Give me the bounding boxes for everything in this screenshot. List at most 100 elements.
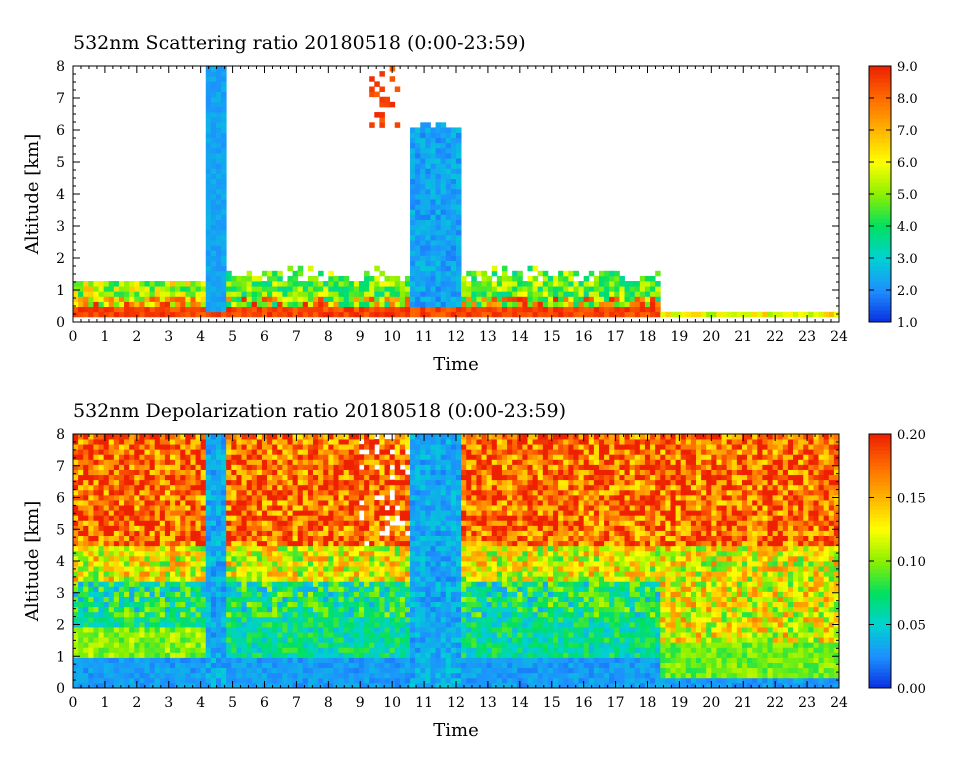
heatmap-cell <box>159 505 166 511</box>
heatmap-cell <box>185 535 191 542</box>
heatmap-cell <box>420 127 426 133</box>
heatmap-cell <box>430 270 436 277</box>
heatmap-cell <box>241 520 248 526</box>
heatmap-cell <box>261 571 268 577</box>
heatmap-cell <box>241 581 248 587</box>
heatmap-cell <box>369 627 375 633</box>
heatmap-cell <box>98 500 105 506</box>
heatmap-cell <box>103 469 110 476</box>
heatmap-cell <box>410 137 416 144</box>
heatmap-cell <box>374 535 380 542</box>
heatmap-cell <box>88 535 94 542</box>
heatmap-cell <box>287 596 293 603</box>
heatmap-cell <box>389 484 396 491</box>
heatmap-cell <box>139 469 145 476</box>
heatmap-cell <box>609 291 615 297</box>
heatmap-cell <box>170 286 176 292</box>
heatmap-cell <box>180 652 186 658</box>
heatmap-cell <box>425 173 431 180</box>
heatmap-cell <box>307 484 314 491</box>
heatmap-cell <box>410 250 416 256</box>
heatmap-cell <box>159 296 166 302</box>
heatmap-cell <box>440 137 447 144</box>
heatmap-cell <box>88 566 94 572</box>
heatmap-cell <box>149 489 156 496</box>
heatmap-cell <box>210 214 217 220</box>
heatmap-cell <box>180 449 186 455</box>
heatmap-cell <box>195 311 202 318</box>
heatmap-cell <box>399 291 406 297</box>
heatmap-cell <box>144 657 150 663</box>
heatmap-cell <box>215 265 222 272</box>
heatmap-cell <box>302 550 309 557</box>
heatmap-cell <box>313 632 319 638</box>
heatmap-cell <box>338 525 345 531</box>
heatmap-cell <box>358 566 365 572</box>
heatmap-cell <box>369 494 375 501</box>
heatmap-cell <box>215 535 222 542</box>
heatmap-cell <box>282 550 288 557</box>
heatmap-cell <box>435 286 442 292</box>
heatmap-cell <box>287 479 293 486</box>
heatmap-cell <box>614 281 620 287</box>
heatmap-cell <box>307 494 314 501</box>
heatmap-cell <box>236 647 242 653</box>
heatmap-cell <box>374 682 380 689</box>
heatmap-cell <box>537 286 544 292</box>
heatmap-cell <box>476 296 482 302</box>
heatmap-cell <box>466 306 472 313</box>
heatmap-cell <box>333 474 339 481</box>
heatmap-cell <box>241 474 248 481</box>
heatmap-cell <box>358 479 365 486</box>
heatmap-cell <box>98 474 105 481</box>
heatmap-cell <box>685 311 692 318</box>
heatmap-cell <box>78 301 84 308</box>
heatmap-cell <box>307 296 314 302</box>
heatmap-cell <box>614 311 620 318</box>
heatmap-cell <box>394 281 401 287</box>
heatmap-cell <box>389 469 396 476</box>
heatmap-cell <box>149 657 156 663</box>
heatmap-cell <box>154 606 161 613</box>
heatmap-cell <box>425 275 431 282</box>
heatmap-cell <box>190 500 196 506</box>
heatmap-cell <box>103 489 110 496</box>
heatmap-cell <box>297 545 304 552</box>
heatmap-cell <box>170 464 176 470</box>
heatmap-cell <box>83 627 89 633</box>
heatmap-cell <box>297 550 304 557</box>
heatmap-cell <box>445 260 452 267</box>
heatmap-cell <box>124 616 130 623</box>
heatmap-cell <box>292 611 299 618</box>
heatmap-cell <box>256 464 263 470</box>
heatmap-cell <box>558 286 564 292</box>
heatmap-cell <box>277 642 283 648</box>
heatmap-cell <box>190 642 196 648</box>
heatmap-cell <box>83 520 89 526</box>
heatmap-cell <box>236 474 242 481</box>
colorbar-segment <box>869 306 891 311</box>
heatmap-cell <box>328 434 334 440</box>
heatmap-cell <box>205 112 212 118</box>
heatmap-cell <box>343 647 350 653</box>
heatmap-cell <box>389 561 396 567</box>
heatmap-cell <box>461 291 467 297</box>
heatmap-cell <box>83 525 89 531</box>
heatmap-cell <box>323 667 329 674</box>
heatmap-cell <box>307 265 314 272</box>
heatmap-cell <box>348 642 355 648</box>
heatmap-cell <box>323 439 329 445</box>
heatmap-cell <box>108 642 115 648</box>
heatmap-cell <box>318 642 324 648</box>
heatmap-cell <box>481 270 488 277</box>
heatmap-cell <box>333 657 339 663</box>
heatmap-cell <box>277 301 283 308</box>
colorbar-segment <box>869 70 891 75</box>
heatmap-cell <box>78 576 84 582</box>
heatmap-cell <box>384 642 391 648</box>
heatmap-cell <box>302 642 309 648</box>
heatmap-cell <box>180 566 186 572</box>
heatmap-cell <box>221 662 227 669</box>
heatmap-cell <box>364 601 370 608</box>
heatmap-cell <box>185 459 191 465</box>
